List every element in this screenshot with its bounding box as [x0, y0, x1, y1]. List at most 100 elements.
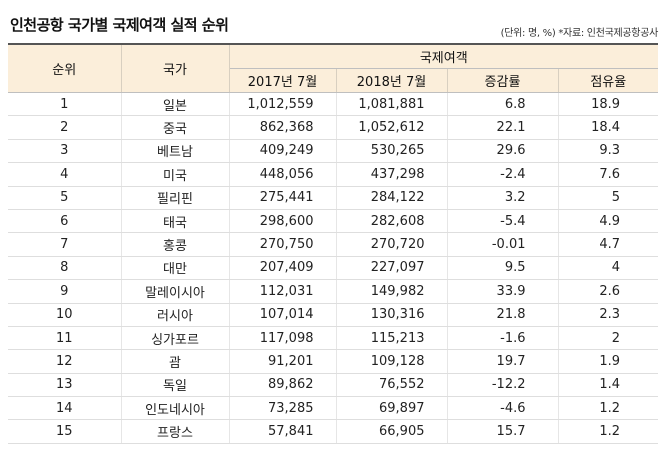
rank-cell: 10: [8, 303, 122, 327]
jul-2017-cell: 112,031: [229, 279, 337, 304]
table-row: 2 중국 862,368 1,052,612 22.1 18.4: [8, 115, 659, 140]
document-header: 인천공항 국가별 국제여객 실적 순위 (단위: 명, %) *자료: 인천국제…: [0, 0, 666, 44]
table-row: 1 일본 1,012,559 1,081,881 6.8 18.9: [8, 92, 659, 117]
table-row: 9 말레이시아 112,031 149,982 33.9 2.6: [8, 279, 659, 304]
country-cell: 말레이시아: [121, 279, 230, 304]
jul-2017-cell: 275,441: [229, 186, 337, 210]
share-cell: 18.9: [558, 92, 659, 117]
share-cell: 2.3: [558, 303, 659, 327]
header-share: 점유율: [558, 68, 659, 93]
growth-rate-cell: 15.7: [447, 419, 559, 444]
rank-cell: 2: [8, 115, 122, 140]
table-row: 15 프랑스 57,841 66,905 15.7 1.2: [8, 419, 659, 444]
jul-2018-cell: 76,552: [336, 373, 448, 398]
country-cell: 러시아: [121, 303, 230, 327]
jul-2018-cell: 130,316: [336, 303, 448, 327]
share-cell: 7.6: [558, 162, 659, 187]
share-cell: 4.9: [558, 209, 659, 234]
growth-rate-cell: 33.9: [447, 279, 559, 304]
rank-cell: 7: [8, 232, 122, 257]
share-cell: 4: [558, 256, 659, 281]
table-row: 12 괌 91,201 109,128 19.7 1.9: [8, 349, 659, 374]
table-row: 14 인도네시아 73,285 69,897 -4.6 1.2: [8, 396, 659, 421]
jul-2017-cell: 862,368: [229, 115, 337, 140]
table-row: 3 베트남 409,249 530,265 29.6 9.3: [8, 139, 659, 164]
header-jul-2018: 2018년 7월: [336, 68, 448, 93]
rank-cell: 12: [8, 349, 122, 374]
rank-cell: 15: [8, 419, 122, 444]
growth-rate-cell: -12.2: [447, 373, 559, 398]
header-rank: 순위: [8, 45, 122, 93]
share-cell: 1.2: [558, 396, 659, 421]
country-cell: 홍콩: [121, 232, 230, 257]
share-cell: 2: [558, 326, 659, 351]
jul-2018-cell: 530,265: [336, 139, 448, 164]
share-cell: 1.2: [558, 419, 659, 444]
growth-rate-cell: 19.7: [447, 349, 559, 374]
share-cell: 4.7: [558, 232, 659, 257]
growth-rate-cell: 29.6: [447, 139, 559, 164]
jul-2017-cell: 73,285: [229, 396, 337, 421]
jul-2018-cell: 284,122: [336, 186, 448, 210]
table-row: 6 태국 298,600 282,608 -5.4 4.9: [8, 209, 659, 234]
jul-2018-cell: 66,905: [336, 419, 448, 444]
growth-rate-cell: -2.4: [447, 162, 559, 187]
jul-2017-cell: 207,409: [229, 256, 337, 281]
rank-cell: 4: [8, 162, 122, 187]
growth-rate-cell: -4.6: [447, 396, 559, 421]
country-cell: 인도네시아: [121, 396, 230, 421]
jul-2017-cell: 91,201: [229, 349, 337, 374]
share-cell: 1.9: [558, 349, 659, 374]
top-rule: [8, 43, 658, 45]
rank-cell: 13: [8, 373, 122, 398]
jul-2018-cell: 282,608: [336, 209, 448, 234]
share-cell: 5: [558, 186, 659, 210]
jul-2017-cell: 270,750: [229, 232, 337, 257]
share-cell: 9.3: [558, 139, 659, 164]
jul-2018-cell: 1,052,612: [336, 115, 448, 140]
table-row: 8 대만 207,409 227,097 9.5 4: [8, 256, 659, 281]
table-row: 4 미국 448,056 437,298 -2.4 7.6: [8, 162, 659, 187]
header-jul-2017: 2017년 7월: [229, 68, 337, 93]
rank-cell: 11: [8, 326, 122, 351]
header-growth-rate: 증감률: [447, 68, 559, 93]
country-cell: 미국: [121, 162, 230, 187]
rank-cell: 8: [8, 256, 122, 281]
table-row: 11 싱가포르 117,098 115,213 -1.6 2: [8, 326, 659, 351]
rank-cell: 9: [8, 279, 122, 304]
jul-2018-cell: 227,097: [336, 256, 448, 281]
table-body: 1 일본 1,012,559 1,081,881 6.8 18.9 2 중국 862,368 1,…: [8, 92, 659, 444]
growth-rate-cell: 21.8: [447, 303, 559, 327]
rank-cell: 6: [8, 209, 122, 234]
jul-2018-cell: 115,213: [336, 326, 448, 351]
country-cell: 독일: [121, 373, 230, 398]
growth-rate-cell: -0.01: [447, 232, 559, 257]
country-cell: 베트남: [121, 139, 230, 164]
jul-2017-cell: 107,014: [229, 303, 337, 327]
growth-rate-cell: 6.8: [447, 92, 559, 117]
country-cell: 싱가포르: [121, 326, 230, 351]
document-title: 인천공항 국가별 국제여객 실적 순위: [10, 16, 229, 34]
table-row: 13 독일 89,862 76,552 -12.2 1.4: [8, 373, 659, 398]
jul-2017-cell: 448,056: [229, 162, 337, 187]
share-cell: 1.4: [558, 373, 659, 398]
jul-2017-cell: 57,841: [229, 419, 337, 444]
rank-cell: 5: [8, 186, 122, 210]
country-cell: 괌: [121, 349, 230, 374]
rank-cell: 3: [8, 139, 122, 164]
header-country: 국가: [121, 45, 230, 93]
jul-2018-cell: 149,982: [336, 279, 448, 304]
share-cell: 2.6: [558, 279, 659, 304]
unit-note: (단위: 명, %) *자료: 인천국제공항공사: [500, 28, 659, 39]
jul-2017-cell: 1,012,559: [229, 92, 337, 117]
jul-2017-cell: 298,600: [229, 209, 337, 234]
growth-rate-cell: -5.4: [447, 209, 559, 234]
rank-cell: 1: [8, 92, 122, 117]
country-cell: 일본: [121, 92, 230, 117]
jul-2017-cell: 89,862: [229, 373, 337, 398]
country-cell: 중국: [121, 115, 230, 140]
rank-cell: 14: [8, 396, 122, 421]
growth-rate-cell: 22.1: [447, 115, 559, 140]
jul-2018-cell: 437,298: [336, 162, 448, 187]
growth-rate-cell: 9.5: [447, 256, 559, 281]
